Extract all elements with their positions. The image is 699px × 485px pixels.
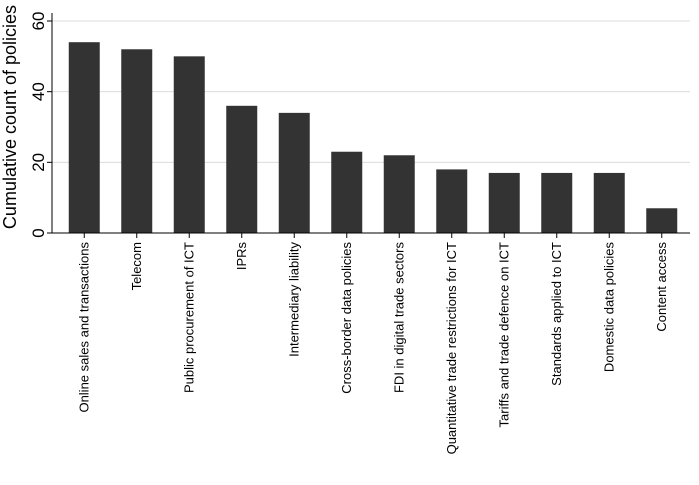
x-tick-label: FDI in digital trade sectors xyxy=(391,242,406,394)
bar xyxy=(488,172,520,233)
bar xyxy=(593,172,625,233)
bars xyxy=(68,42,678,234)
y-tick-label: 40 xyxy=(29,82,48,101)
x-tick-label: Cross-border data policies xyxy=(339,242,354,394)
x-tick-label: Intermediary liability xyxy=(286,242,301,357)
x-tick-label: IPRs xyxy=(234,242,249,271)
y-tick-label: 20 xyxy=(29,153,48,172)
bar xyxy=(68,42,100,234)
bar xyxy=(121,49,153,234)
y-tick-label: 60 xyxy=(29,12,48,31)
y-axis-title: Cumulative count of policies xyxy=(0,5,20,229)
bar xyxy=(646,208,678,233)
x-tick-label: Tariffs and trade defence on ICT xyxy=(496,242,511,428)
x-tick-label: Telecom xyxy=(129,242,144,290)
bar xyxy=(541,172,573,233)
axes xyxy=(47,13,690,238)
x-tick-label: Content access xyxy=(654,242,669,332)
y-tick-label: 0 xyxy=(29,228,48,237)
x-tick-label: Online sales and transactions xyxy=(76,242,91,413)
x-tick-label: Public procurement of ICT xyxy=(181,242,196,393)
x-tick-label: Standards applied to ICT xyxy=(549,242,564,386)
x-tick-label: Domestic data policies xyxy=(601,242,616,373)
bar xyxy=(436,169,468,233)
gridlines xyxy=(52,20,690,163)
bar xyxy=(383,155,415,233)
bar xyxy=(331,151,363,233)
bar xyxy=(173,56,205,234)
bar xyxy=(278,112,310,233)
bar xyxy=(226,105,258,233)
x-tick-label: Quantitative trade restrictions for ICT xyxy=(444,242,459,454)
labels: 0 20 40 60 Online sales and transactions Tele… xyxy=(29,12,669,455)
